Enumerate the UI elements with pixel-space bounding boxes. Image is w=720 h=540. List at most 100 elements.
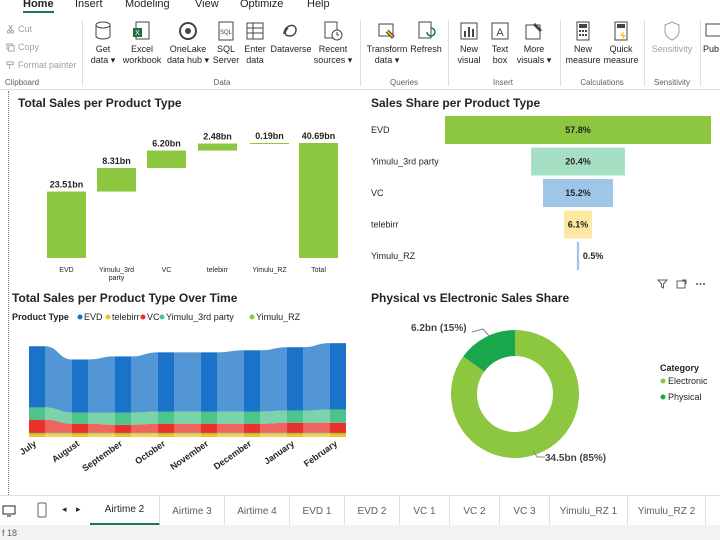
ribbon-column-segment[interactable] [201, 411, 217, 424]
next-page-arrow-icon[interactable]: ▸ [76, 504, 81, 514]
ribbon-column-segment[interactable] [287, 410, 303, 423]
text-box-button[interactable]: A Text box [487, 20, 513, 66]
ribbon-band[interactable] [45, 407, 72, 424]
ribbon-band[interactable] [217, 423, 244, 433]
ribbon-column-segment[interactable] [287, 422, 303, 433]
ribbon-band[interactable] [303, 409, 330, 423]
new-measure-button[interactable]: New measure [564, 20, 602, 66]
ribbon-band[interactable] [260, 422, 287, 433]
ribbon-band[interactable] [174, 411, 201, 424]
page-tab[interactable]: VC 3 [500, 496, 550, 526]
funnel-bar[interactable] [563, 210, 593, 239]
refresh-button[interactable]: Refresh [410, 20, 442, 55]
ribbon-column-segment[interactable] [115, 432, 131, 434]
ribbon-column-segment[interactable] [330, 432, 346, 434]
focus-mode-icon[interactable] [676, 279, 687, 289]
ribbon-column-segment[interactable] [244, 411, 260, 424]
waterfall-bar[interactable] [97, 168, 136, 192]
prev-page-arrow-icon[interactable]: ◂ [62, 504, 67, 514]
recent-sources-button[interactable]: Recent sources ▾ [313, 20, 353, 66]
page-tab[interactable]: VC 2 [450, 496, 500, 526]
page-tab[interactable]: EVD 1 [290, 496, 345, 526]
ribbon-band[interactable] [131, 352, 158, 413]
ribbon-band[interactable] [303, 432, 330, 434]
publish-button[interactable]: Pub [703, 20, 720, 55]
menu-tab-home[interactable]: Home [23, 0, 54, 13]
ribbon-band[interactable] [88, 412, 115, 425]
ribbon-band[interactable] [88, 433, 115, 437]
ribbon-column-segment[interactable] [287, 432, 303, 434]
ribbon-column-segment[interactable] [330, 422, 346, 433]
excel-button[interactable]: X Excel workbook [120, 20, 164, 66]
ribbon-column-segment[interactable] [29, 407, 45, 420]
ribbon-column-segment[interactable] [158, 352, 174, 412]
funnel-chart[interactable]: EVD 57.8% Yimulu_3rd party 20.4% VC 15.2% tele… [365, 111, 720, 281]
ribbon-band[interactable] [45, 432, 72, 434]
ribbon-column-segment[interactable] [115, 412, 131, 425]
ribbon-band[interactable] [303, 422, 330, 433]
ribbon-column-segment[interactable] [72, 423, 88, 433]
ribbon-band[interactable] [88, 423, 115, 433]
waterfall-bar[interactable] [47, 191, 86, 258]
ribbon-column-segment[interactable] [330, 343, 346, 410]
cut-button[interactable]: Cut [6, 24, 32, 34]
new-visual-button[interactable]: New visual [452, 20, 486, 66]
mobile-view-icon[interactable] [37, 502, 47, 523]
funnel-bar[interactable] [445, 116, 711, 144]
sql-server-button[interactable]: SQL SQL Server [212, 20, 240, 66]
ribbon-band[interactable] [131, 411, 158, 425]
ribbon-column-segment[interactable] [244, 350, 260, 412]
ribbon-column-segment[interactable] [29, 433, 45, 437]
menu-tab-optimize[interactable]: Optimize [240, 0, 284, 10]
ribbon-column-segment[interactable] [330, 433, 346, 437]
desktop-view-icon[interactable] [2, 504, 16, 522]
funnel-bar[interactable] [543, 179, 613, 207]
donut-slice-electronic[interactable] [451, 330, 579, 458]
ribbon-column-segment[interactable] [72, 359, 88, 413]
ribbon-column-segment[interactable] [158, 411, 174, 424]
ribbon-band[interactable] [88, 432, 115, 434]
ribbon-band[interactable] [260, 432, 287, 434]
ribbon-column-segment[interactable] [201, 433, 217, 437]
ribbon-band[interactable] [131, 423, 158, 433]
ribbon-column-segment[interactable] [72, 432, 88, 434]
menu-tab-insert[interactable]: Insert [75, 0, 103, 10]
filter-icon[interactable] [657, 279, 668, 289]
ribbon-column-segment[interactable] [29, 346, 45, 408]
donut-chart[interactable]: 6.2bn (15%) 34.5bn (85%) Category Electroni… [365, 307, 720, 495]
ribbon-chart[interactable]: Product Type EVD telebirr VC Yimulu_3rd part… [8, 307, 353, 477]
waterfall-bar[interactable] [299, 143, 338, 258]
ribbon-band[interactable] [303, 343, 330, 411]
page-tab[interactable]: Yimulu_RZ 2 [628, 496, 706, 526]
donut-slice-physical[interactable] [463, 330, 515, 372]
ribbon-band[interactable] [217, 411, 244, 424]
page-tab[interactable]: VC 1 [400, 496, 450, 526]
ribbon-band[interactable] [174, 423, 201, 433]
get-data-button[interactable]: Get data ▾ [88, 20, 118, 66]
copy-button[interactable]: Copy [6, 42, 39, 52]
more-options-icon[interactable] [695, 279, 706, 289]
page-tab[interactable]: Airtime 2 [90, 496, 160, 526]
waterfall-bar[interactable] [198, 143, 237, 151]
menu-tab-view[interactable]: View [195, 0, 219, 10]
page-tab[interactable]: EVD 2 [345, 496, 400, 526]
funnel-bar[interactable] [531, 147, 625, 176]
ribbon-band[interactable] [260, 433, 287, 437]
ribbon-column-segment[interactable] [158, 432, 174, 434]
transform-data-button[interactable]: Transform data ▾ [365, 20, 409, 66]
ribbon-band[interactable] [88, 356, 115, 413]
menu-tab-help[interactable]: Help [307, 0, 330, 10]
ribbon-column-segment[interactable] [201, 432, 217, 434]
waterfall-bar[interactable] [250, 143, 289, 144]
ribbon-column-segment[interactable] [287, 347, 303, 411]
onelake-button[interactable]: OneLake data hub ▾ [166, 20, 210, 66]
more-visuals-button[interactable]: More visuals ▾ [514, 20, 554, 66]
funnel-bar[interactable] [576, 242, 580, 270]
ribbon-band[interactable] [131, 432, 158, 434]
ribbon-column-segment[interactable] [244, 433, 260, 437]
ribbon-column-segment[interactable] [115, 424, 131, 433]
page-tab[interactable]: Airtime 3 [160, 496, 225, 526]
ribbon-column-segment[interactable] [158, 423, 174, 433]
ribbon-column-segment[interactable] [29, 432, 45, 434]
ribbon-column-segment[interactable] [115, 433, 131, 437]
